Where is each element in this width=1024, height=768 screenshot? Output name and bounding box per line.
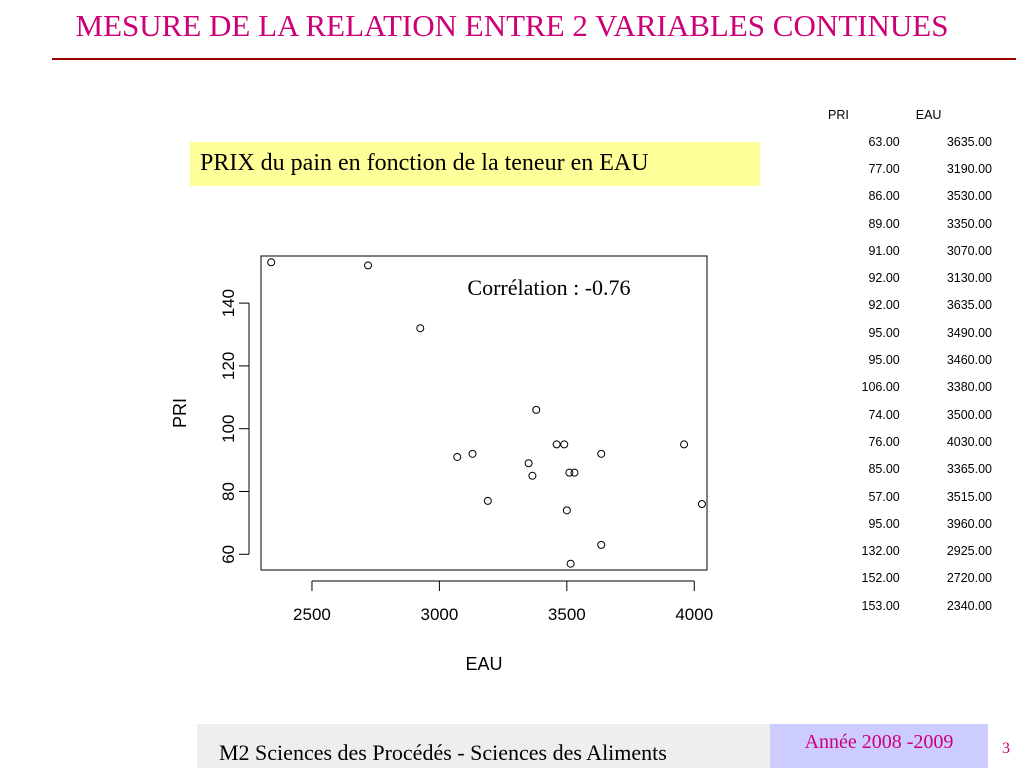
data-point [565, 468, 574, 477]
data-point [468, 449, 477, 458]
table-cell-eau: 3530.00 [946, 189, 992, 204]
table-cell-eau: 3635.00 [946, 134, 992, 149]
table-cell-pri: 106.00 [861, 380, 900, 395]
table-header-row: PRI EAU [812, 102, 992, 128]
data-point [597, 540, 606, 549]
table-row: 95.00 3960.00 [812, 510, 992, 537]
table-row: 152.00 2720.00 [812, 565, 993, 592]
table-cell-pri: 153.00 [861, 598, 900, 613]
table-row: 95.00 3490.00 [812, 319, 992, 346]
data-point [364, 261, 373, 270]
table-cell-eau: 3515.00 [946, 489, 992, 504]
table-row: 77.00 3190.00 [812, 155, 992, 182]
table-cell-eau: 3190.00 [946, 161, 992, 176]
table-row: 85.00 3365.00 [812, 456, 992, 483]
correlation-annotation: Corrélation : -0.76 [467, 275, 630, 300]
table-row: 95.00 3460.00 [812, 346, 992, 373]
table-cell-pri: 86.00 [868, 189, 900, 204]
table-cell-pri: 63.00 [868, 134, 900, 149]
x-tick-label: 3500 [548, 605, 586, 624]
table-cell-pri: 152.00 [861, 571, 900, 586]
table-row: 63.00 3635.00 [812, 128, 992, 155]
y-tick-label: 60 [219, 545, 238, 564]
title-divider [52, 58, 1016, 60]
table-cell-pri: 95.00 [868, 325, 900, 340]
table-row: 92.00 3130.00 [812, 264, 992, 291]
data-point [524, 459, 533, 468]
data-point [697, 500, 706, 509]
table-cell-pri: 95.00 [868, 353, 900, 368]
table-cell-pri: 132.00 [861, 544, 900, 559]
data-point [532, 405, 541, 414]
data-point [453, 452, 462, 461]
table-cell-eau: 2925.00 [946, 544, 992, 559]
table-cell-pri: 89.00 [868, 216, 900, 231]
table-cell-eau: 4030.00 [946, 434, 992, 449]
plot-frame [260, 255, 708, 571]
data-point [416, 324, 425, 333]
table-row: 86.00 3530.00 [812, 183, 992, 210]
table-cell-pri: 57.00 [868, 489, 900, 504]
table-row: 92.00 3635.00 [812, 292, 992, 319]
table-row: 153.00 2340.00 [812, 592, 993, 619]
footer-course-title: M2 Sciences des Procédés - Sciences des … [197, 724, 770, 768]
table-row: 74.00 3500.00 [812, 401, 992, 428]
x-tick-label: 2500 [293, 605, 331, 624]
table-cell-pri: 76.00 [868, 434, 900, 449]
x-tick-label: 3000 [420, 605, 458, 624]
table-cell-eau: 3070.00 [946, 243, 992, 258]
table-row: 76.00 4030.00 [812, 428, 992, 455]
slide-title: MESURE DE LA RELATION ENTRE 2 VARIABLES … [75, 8, 949, 43]
table-row: 89.00 3350.00 [812, 210, 992, 237]
table-cell-eau: 3130.00 [946, 271, 992, 286]
table-cell-eau: 3960.00 [946, 516, 992, 531]
data-point [680, 440, 689, 449]
table-row: 132.00 2925.00 [812, 537, 993, 564]
table-header-eau: EAU [915, 108, 942, 122]
table-cell-pri: 92.00 [868, 271, 900, 286]
table-cell-eau: 3490.00 [946, 325, 992, 340]
table-cell-eau: 3350.00 [946, 216, 992, 231]
data-point [597, 449, 606, 458]
data-table: PRI EAU 63.00 3635.00 77.00 3190.00 86.00 3… [812, 102, 992, 619]
y-axis-label: PRI [170, 398, 190, 428]
table-header-pri: PRI [828, 108, 849, 122]
data-point [552, 440, 561, 449]
table-cell-pri: 91.00 [868, 243, 900, 258]
y-tick-label: 140 [219, 289, 238, 317]
x-tick-label: 4000 [675, 605, 713, 624]
table-cell-pri: 74.00 [868, 407, 900, 422]
y-tick-label: 80 [219, 482, 238, 501]
data-point [560, 440, 569, 449]
data-point [267, 258, 276, 267]
page-number: 3 [1002, 740, 1010, 757]
table-cell-eau: 3635.00 [946, 298, 992, 313]
table-cell-eau: 3500.00 [946, 407, 992, 422]
point-layer [267, 258, 706, 568]
y-tick-label: 120 [219, 352, 238, 380]
table-cell-pri: 95.00 [868, 516, 900, 531]
data-point [562, 506, 571, 515]
table-cell-eau: 3460.00 [946, 353, 992, 368]
table-row: 106.00 3380.00 [812, 374, 993, 401]
table-cell-eau: 3365.00 [946, 462, 992, 477]
x-axis-label: EAU [465, 654, 502, 674]
y-tick-label: 100 [219, 415, 238, 443]
footer-academic-year: Année 2008 -2009 [770, 724, 988, 768]
table-cell-pri: 85.00 [868, 462, 900, 477]
table-row: 91.00 3070.00 [812, 237, 992, 264]
data-point [566, 559, 575, 568]
table-row: 57.00 3515.00 [812, 483, 992, 510]
table-cell-eau: 2340.00 [946, 598, 992, 613]
axis-layer: 2500 3000 3500 4000 60 80 100 120 140 [219, 289, 713, 624]
table-cell-eau: 3380.00 [946, 380, 992, 395]
chart-caption: PRIX du pain en fonction de la teneur en… [190, 142, 760, 186]
data-point [570, 468, 579, 477]
table-cell-eau: 2720.00 [946, 571, 992, 586]
data-point [483, 496, 492, 505]
table-cell-pri: 92.00 [868, 298, 900, 313]
table-cell-pri: 77.00 [868, 161, 900, 176]
data-point [528, 471, 537, 480]
